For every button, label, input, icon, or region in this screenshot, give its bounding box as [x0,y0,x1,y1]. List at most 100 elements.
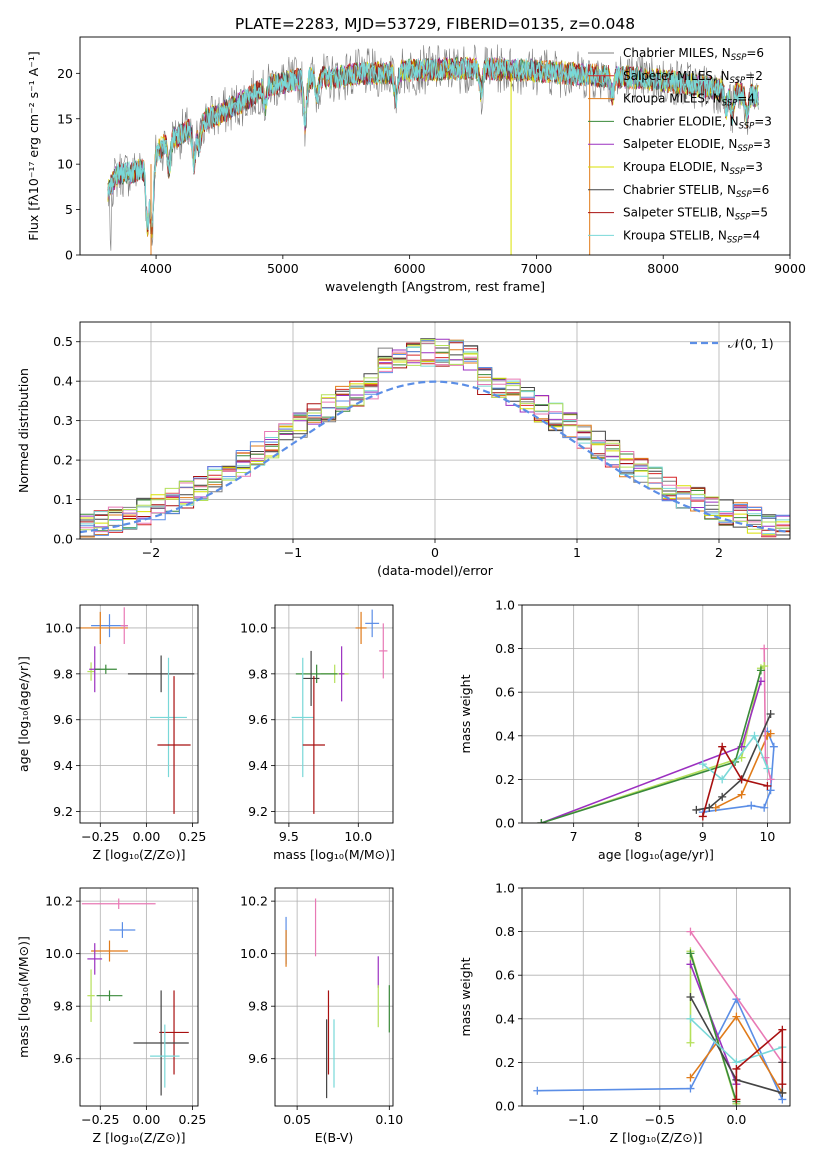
errorbar-point [338,646,345,702]
plus-marker [686,1038,695,1047]
x-axis-label: (data-model)/error [377,563,494,578]
y-axis-label: mass weight [458,957,473,1036]
errorbar-point [80,611,128,645]
y-tick-label: 9.6 [248,1051,268,1066]
legend-sub: SSP [730,167,746,177]
legend-sub: SSP [739,121,755,131]
weight-series [732,1025,787,1104]
plus-marker [686,927,695,936]
figure-title: PLATE=2283, MJD=53729, FIBERID=0135, z=0… [235,15,635,33]
legend-tail: =2 [745,69,763,83]
plus-marker [766,786,775,795]
x-tick-label: 8000 [647,261,679,276]
x-tick-label: 0.05 [283,1112,311,1127]
errorbar-point [302,676,325,814]
legend-sub: SSP [731,53,747,63]
x-tick-label: 0.00 [132,1112,160,1127]
x-axis-label: mass [log₁₀(M/M⊙)] [273,847,395,862]
y-tick-label: 9.6 [53,712,73,727]
plus-marker [686,1073,695,1082]
weight-series [686,960,741,1089]
plus-marker [732,1064,741,1073]
plus-marker [760,662,769,671]
axes-frame [274,604,394,824]
axes-frame [79,604,199,824]
legend-label: Chabrier STELIB, NSSP=6 [623,183,769,200]
legend-text: Kroupa ELODIE, N [623,160,730,174]
x-tick-label: 5000 [267,261,299,276]
errorbar-point [157,676,191,814]
legend-label: Chabrier MILES, NSSP=6 [623,46,764,63]
weight-series [537,666,765,823]
weight-series [537,677,765,823]
axes-frame [521,604,791,824]
histogram-series [80,342,790,537]
y-axis-label: Flux [fλ10⁻¹⁷ erg cm⁻² s⁻¹ A⁻¹] [26,51,41,240]
plot-area [80,338,790,538]
errorbar-point [159,990,189,1075]
legend-tail: =4 [737,92,755,106]
errorbar-point [120,607,128,645]
x-axis-label: Z [log₁₀(Z/Z⊙)] [93,1130,186,1145]
legend-text: Salpeter MILES, N [623,69,730,83]
plus-marker [778,1080,787,1089]
x-axis-label: E(B-V) [315,1130,354,1145]
legend-label: 𝒩(0, 1) [728,336,774,351]
y-tick-label: 0.4 [495,1011,515,1026]
x-tick-label: 2 [715,545,723,560]
grid [275,605,393,823]
x-tick-label: 1 [573,545,581,560]
legend-tail: =3 [753,137,771,151]
legend-text: Kroupa MILES, N [623,92,722,106]
panel-residual_hist: −2 −1 0 1 2 0.0 0.1 0.2 0.3 0.4 0.5 (data-model)/er… [16,321,791,578]
axes-frame [79,36,791,256]
errorbar-point [91,940,128,962]
plus-marker [732,1012,741,1021]
legend-text: Salpeter STELIB, N [623,206,735,220]
plus-marker [537,819,546,823]
panel-age_vs_Z: −0.25 0.00 0.25 9.2 9.4 9.6 9.8 10.0 Z [log₁₀(Z/… [16,604,206,862]
plus-marker [737,775,746,784]
weight-series [698,742,772,821]
plus-marker [692,805,701,814]
y-tick-label: 1.0 [495,598,515,613]
legend-label: Salpeter ELODIE, NSSP=3 [623,137,771,154]
y-tick-label: 9.8 [53,666,73,681]
histogram-series [80,339,790,531]
x-tick-label: 6000 [394,261,426,276]
errorbar-point [94,664,117,674]
y-tick-label: 9.6 [53,1051,73,1066]
series-line [689,953,738,1102]
panel-weight_vs_age: 7 8 9 10 0.0 0.2 0.4 0.6 0.8 1.0 age [log₁₀(age/yr… [458,598,791,862]
y-tick-label: 10.0 [240,620,268,635]
plus-marker [686,1084,695,1093]
plus-marker [766,729,775,738]
legend-sub: SSP [730,76,746,86]
series-line [689,931,783,1063]
plus-marker [718,792,727,801]
weight-series [711,729,775,812]
legend-tail: =6 [746,46,764,60]
errorbar-point [133,990,189,1096]
y-tick-label: 0.8 [495,924,515,939]
legend-label: Kroupa ELODIE, NSSP=3 [623,160,763,177]
errorbar-point [127,655,195,693]
x-tick-label: 0.10 [375,1112,403,1127]
series-line [702,731,775,813]
legend-text: Salpeter ELODIE, N [623,137,737,151]
errorbar-point [150,1024,180,1088]
y-axis-label: age [log₁₀(age/yr)] [16,656,31,772]
errorbar-point [379,623,388,679]
y-tick-label: 9.6 [248,712,268,727]
y-tick-label: 9.2 [248,804,268,819]
y-tick-label: 0.4 [53,374,73,389]
errorbar-point [295,664,338,684]
legend-tail: =3 [745,160,763,174]
y-tick-label: 0.1 [53,492,73,507]
axes-frame [79,321,791,540]
x-tick-label: −1.0 [568,1112,598,1127]
x-tick-label: −0.5 [645,1112,675,1127]
x-axis-label: Z [log₁₀(Z/Z⊙)] [93,847,186,862]
plus-marker [760,803,769,812]
y-tick-label: 0.2 [495,1055,515,1070]
